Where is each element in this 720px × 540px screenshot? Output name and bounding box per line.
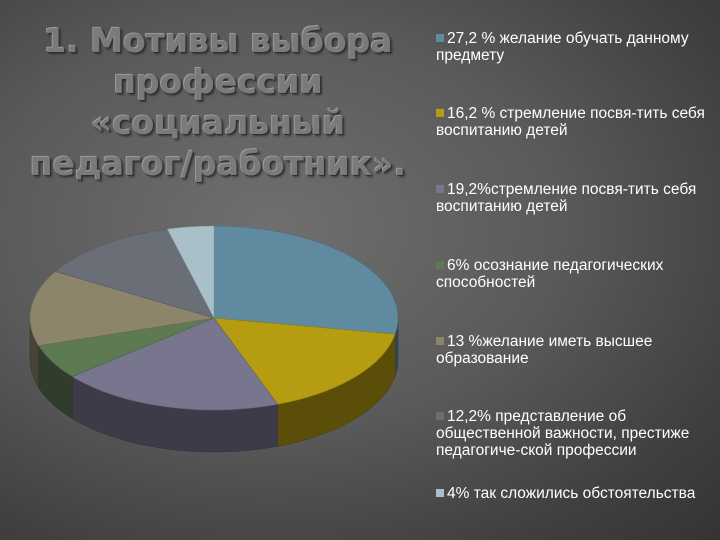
legend-swatch xyxy=(436,337,444,345)
legend-label: 27,2 % желание обучать данному предмету xyxy=(436,30,689,64)
pie-slice xyxy=(166,225,215,319)
legend-item: 19,2%стремление посвя-тить себя воспитан… xyxy=(436,181,716,215)
legend-label: 19,2%стремление посвя-тить себя воспитан… xyxy=(436,181,697,215)
legend-swatch xyxy=(436,412,444,420)
legend-label: 6% осознание педагогических способностей xyxy=(436,257,664,291)
legend-label: 12,2% представление об общественной важн… xyxy=(436,408,690,459)
legend-swatch xyxy=(436,261,444,269)
pie-slice xyxy=(29,271,215,346)
legend-swatch xyxy=(436,34,444,42)
slide-title: 1. Мотивы выбора профессии «социальный п… xyxy=(29,21,407,183)
legend-item: 27,2 % желание обучать данному предмету xyxy=(436,30,716,64)
legend-swatch xyxy=(436,489,444,497)
pie-slice xyxy=(213,225,399,335)
legend-item: 13 %желание иметь высшее образование xyxy=(436,333,716,367)
legend-item: 4% так сложились обстоятельства xyxy=(436,485,716,502)
pie-slice xyxy=(54,228,215,319)
legend-label: 13 %желание иметь высшее образование xyxy=(436,333,653,367)
legend-item: 6% осознание педагогических способностей xyxy=(436,257,716,291)
legend-item: 12,2% представление об общественной важн… xyxy=(436,408,716,459)
legend-label: 4% так сложились обстоятельства xyxy=(447,485,696,502)
pie-slice xyxy=(213,317,396,405)
pie-slice xyxy=(71,317,279,411)
legend-label: 16,2 % стремление посвя-тить себя воспит… xyxy=(436,105,705,139)
legend-swatch xyxy=(436,109,444,117)
legend-item: 16,2 % стремление посвя-тить себя воспит… xyxy=(436,105,716,139)
legend-swatch xyxy=(436,185,444,193)
